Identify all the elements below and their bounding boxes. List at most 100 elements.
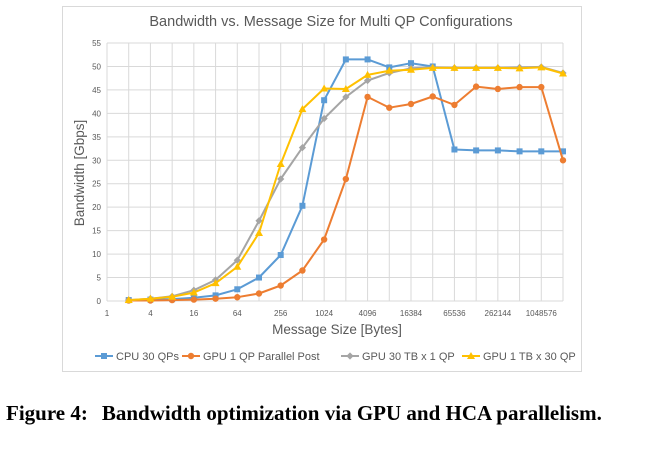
data-point	[342, 175, 350, 183]
data-point	[211, 279, 220, 287]
legend: CPU 30 QPs GPU 1 QP Parallel Post GPU 30 T…	[95, 351, 576, 363]
series-4	[124, 63, 567, 304]
data-point	[256, 274, 262, 281]
figure-caption: Figure 4: Bandwidth optimization via GPU …	[6, 400, 640, 426]
legend-label: GPU 30 TB x 1 QP	[362, 351, 455, 363]
data-point	[516, 148, 523, 155]
chart-frame: Bandwidth vs. Message Size for Multi QP …	[62, 6, 582, 372]
data-point	[538, 83, 545, 91]
legend-label: GPU 1 TB x 30 QP	[483, 351, 576, 363]
series-group	[124, 56, 567, 304]
data-point	[451, 101, 458, 109]
data-point	[363, 70, 372, 78]
y-axis-label: Bandwidth [Gbps]	[72, 120, 87, 227]
data-point	[493, 63, 502, 71]
data-point	[124, 296, 133, 304]
data-point	[212, 295, 219, 302]
data-point	[407, 65, 415, 73]
data-point	[255, 217, 263, 225]
data-point	[560, 148, 566, 155]
y-tick-label: 0	[97, 297, 102, 306]
data-point	[320, 84, 329, 92]
data-point	[364, 56, 371, 63]
line-chart: Bandwidth vs. Message Size for Multi QP …	[72, 14, 576, 363]
data-point	[559, 69, 567, 77]
data-point	[407, 100, 415, 108]
data-point	[386, 104, 393, 111]
x-tick-label: 262144	[485, 309, 512, 318]
y-tick-label: 55	[92, 39, 101, 48]
data-point	[408, 60, 414, 67]
y-tick-label: 10	[92, 250, 101, 259]
y-tick-label: 30	[92, 156, 101, 165]
data-point	[320, 114, 328, 123]
data-point	[494, 147, 501, 154]
data-point	[537, 63, 546, 71]
data-point	[473, 147, 480, 154]
data-point	[233, 256, 241, 264]
x-tick-label: 64	[233, 309, 242, 318]
x-tick-label: 4096	[359, 309, 377, 318]
data-point	[467, 352, 475, 359]
legend-item: GPU 1 QP Parallel Post	[182, 351, 320, 363]
legend-item: CPU 30 QPs	[95, 351, 179, 363]
data-point	[515, 64, 524, 72]
data-point	[212, 292, 219, 299]
axes: 0 5 10 15 20 25 30 35 40 45 50 55 1 4 16 64 256 1024 4096 1…	[92, 39, 557, 318]
gridlines	[106, 42, 564, 302]
y-tick-label: 5	[97, 274, 102, 283]
data-point	[298, 105, 307, 113]
x-tick-label: 1	[105, 309, 110, 318]
y-tick-label: 40	[92, 109, 101, 118]
x-tick-label: 16	[189, 309, 198, 318]
data-point	[189, 288, 198, 296]
data-point	[341, 84, 350, 92]
data-point	[428, 63, 437, 71]
x-tick-label: 1048576	[526, 309, 558, 318]
data-point	[255, 290, 263, 297]
chart-title: Bandwidth vs. Message Size for Multi QP …	[149, 14, 512, 30]
data-point	[146, 294, 155, 302]
data-point	[472, 63, 481, 71]
data-point	[516, 83, 523, 91]
data-point	[234, 286, 241, 293]
x-tick-label: 1024	[315, 309, 333, 318]
data-point	[321, 97, 328, 104]
legend-label: GPU 1 QP Parallel Post	[203, 351, 320, 363]
data-point	[277, 252, 284, 259]
caption-text: Bandwidth optimization via GPU and HCA p…	[101, 401, 602, 425]
y-tick-label: 45	[92, 86, 101, 95]
figure-label: Figure 4:	[6, 401, 88, 425]
data-point	[538, 148, 545, 155]
x-tick-label: 256	[274, 309, 288, 318]
data-point	[101, 353, 107, 359]
data-point	[320, 236, 328, 243]
y-tick-label: 20	[92, 203, 101, 212]
y-tick-label: 15	[92, 227, 101, 236]
legend-item: GPU 1 TB x 30 QP	[462, 351, 576, 363]
data-point	[277, 175, 285, 183]
y-tick-label: 50	[92, 62, 101, 71]
data-point	[233, 262, 242, 270]
data-point	[299, 202, 306, 209]
y-tick-label: 25	[92, 180, 101, 189]
x-tick-label: 16384	[400, 309, 423, 318]
data-point	[385, 66, 394, 74]
y-tick-label: 35	[92, 133, 101, 142]
data-point	[450, 63, 459, 71]
x-tick-label: 4	[148, 309, 153, 318]
data-point	[168, 292, 177, 300]
data-point	[429, 93, 436, 100]
data-point	[187, 352, 195, 360]
legend-label: CPU 30 QPs	[116, 351, 179, 363]
data-point	[342, 56, 349, 63]
x-axis-label: Message Size [Bytes]	[272, 322, 402, 337]
data-point	[472, 83, 480, 90]
data-point	[451, 146, 458, 153]
data-point	[276, 160, 285, 168]
data-point	[342, 93, 350, 101]
data-point	[494, 85, 502, 93]
data-point	[190, 296, 198, 303]
data-point	[277, 282, 284, 289]
data-point	[559, 157, 567, 164]
